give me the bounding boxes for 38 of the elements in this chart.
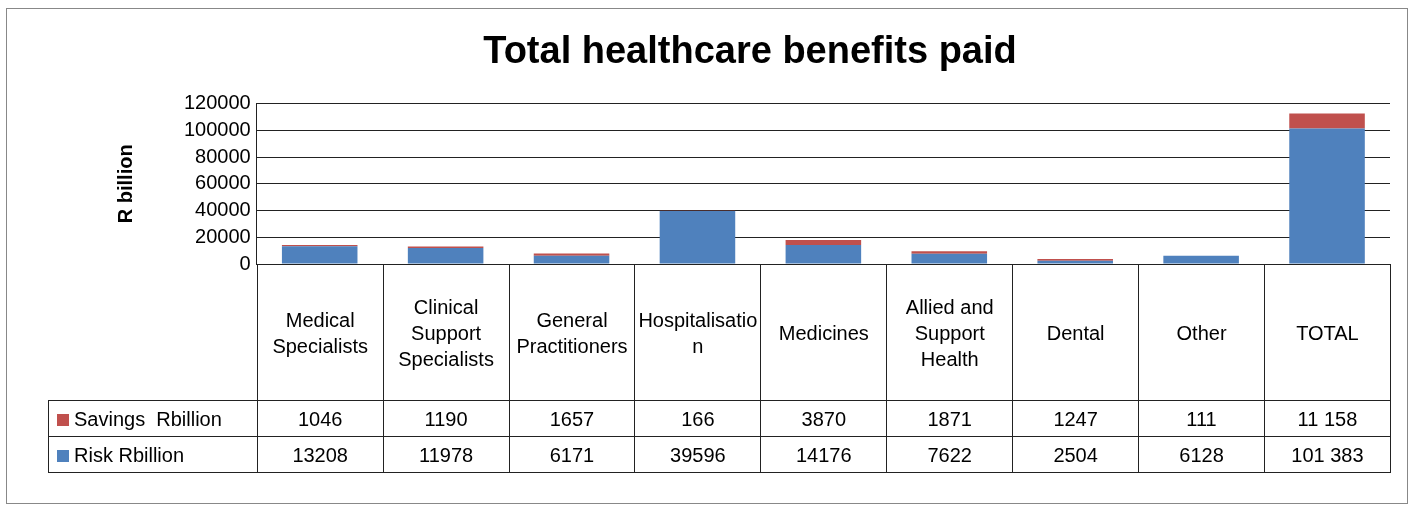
- data-label: 1190: [383, 400, 510, 437]
- y-tick-label: 20000: [195, 224, 251, 247]
- data-label: 7622: [886, 436, 1013, 473]
- data-label: 3870: [760, 400, 887, 437]
- y-tick-label: 100000: [183, 117, 251, 140]
- x-tick-label: Allied and Support Health: [886, 264, 1013, 401]
- x-tick-label: Hospitalisation: [634, 264, 761, 401]
- data-label: 14176: [760, 436, 887, 473]
- data-label: 101 383: [1264, 436, 1391, 473]
- x-tick-label: Medicines: [760, 264, 887, 401]
- x-tick-label: General Practitioners: [509, 264, 635, 401]
- data-label: 6128: [1138, 436, 1265, 473]
- x-tick-label: Dental: [1012, 264, 1139, 401]
- x-tick-label: Other: [1138, 264, 1265, 401]
- data-label: 11978: [383, 436, 510, 473]
- data-label: 11 158: [1264, 400, 1391, 437]
- data-label: 1247: [1012, 400, 1139, 437]
- data-label: 13208: [257, 436, 384, 473]
- y-axis-title: R billion: [113, 144, 136, 224]
- x-tick-label: Clinical Support Specialists: [383, 264, 510, 401]
- y-tick-label: 0: [239, 251, 251, 274]
- chart-title: Total healthcare benefits paid: [483, 29, 1017, 72]
- y-tick-label: 60000: [195, 171, 251, 194]
- data-label: 1046: [257, 400, 384, 437]
- legend-label: Savings Rbillion: [48, 400, 258, 437]
- legend-label: Risk Rbillion: [48, 436, 258, 473]
- data-label: 166: [634, 400, 761, 437]
- x-tick-label: TOTAL: [1264, 264, 1391, 401]
- data-label: 1657: [509, 400, 635, 437]
- y-tick-label: 120000: [183, 91, 251, 114]
- data-label: 6171: [509, 436, 635, 473]
- y-tick-label: 80000: [195, 144, 251, 167]
- data-label: 111: [1138, 400, 1265, 437]
- y-tick-label: 40000: [195, 198, 251, 221]
- x-tick-label: Medical Specialists: [257, 264, 384, 401]
- data-label: 39596: [634, 436, 761, 473]
- data-label: 1871: [886, 400, 1013, 437]
- data-label: 2504: [1012, 436, 1139, 473]
